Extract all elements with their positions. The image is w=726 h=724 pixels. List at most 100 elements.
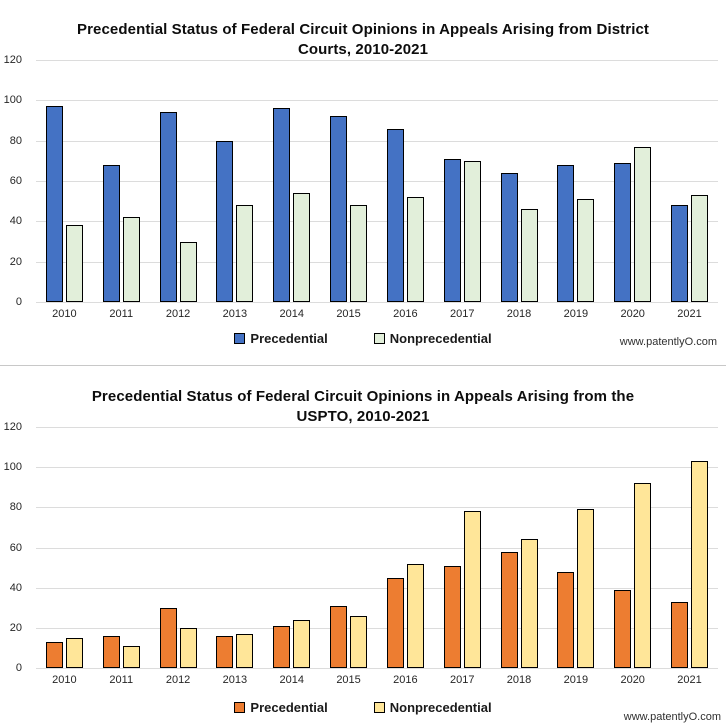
bar-group [320,60,377,302]
bar-group [93,427,150,668]
bar-nonprecedential [65,637,83,668]
legend-label-precedential: Precedential [250,331,328,346]
gridline [36,587,718,589]
legend-swatch-precedential-icon [234,333,246,344]
bar-group [491,427,548,668]
x-axis: 2010 2011 2012 2013 2014 2015 2016 2017 2018 2019… [36,308,718,320]
bar-precedential [273,625,291,668]
gridline [36,181,718,182]
y-tick-label: 60 [9,175,22,187]
bar-precedential [216,140,234,302]
x-tick-label: 2017 [449,308,475,320]
bar-precedential [216,635,234,668]
gridline [36,100,718,102]
gridline [36,261,718,263]
legend-label-precedential: Precedential [250,700,328,715]
y-tick-label: 40 [9,215,22,228]
bar-precedential [386,128,404,302]
x-tick-label: 2012 [165,674,191,686]
y-tick-label: 80 [9,501,22,514]
bar-precedential [102,164,120,302]
bar-group [434,60,491,302]
bar-nonprecedential [350,615,368,668]
y-tick-label: 80 [9,134,22,147]
bar-precedential [273,108,291,302]
x-tick-label: 2011 [109,674,134,686]
gridline [36,668,718,669]
chart-district-courts: Precedential Status of Federal Circuit O… [0,21,726,366]
gridline [36,140,718,142]
y-tick-label: 120 [3,421,22,433]
bar-nonprecedential [179,627,197,668]
x-tick-label: 2015 [336,308,361,320]
bar-nonprecedential [634,483,652,668]
legend-item-precedential: Precedential [234,331,328,346]
bar-groups [36,60,718,302]
x-tick-label: 2021 [677,308,702,320]
chart-title: Precedential Status of Federal Circuit O… [91,388,635,426]
bar-group [93,60,150,302]
bar-nonprecedential [520,209,538,302]
bar-nonprecedential [634,146,652,302]
y-tick-label: 20 [9,255,22,268]
bar-group [434,427,491,668]
y-tick-label: 0 [15,296,22,308]
bar-precedential [45,106,63,302]
x-tick-label: 2012 [165,308,191,320]
x-tick-label: 2019 [563,308,589,320]
bar-nonprecedential [65,225,83,302]
x-tick-label: 2016 [393,308,418,320]
legend-swatch-nonprecedential-icon [373,333,385,344]
bar-group [547,427,604,668]
bar-group [377,427,434,668]
gridline [36,547,718,549]
bar-nonprecedential [406,563,424,668]
y-tick-label: 0 [15,662,22,674]
bar-nonprecedential [350,205,368,302]
bar-nonprecedential [122,645,140,668]
chart-title: Precedential Status of Federal Circuit O… [77,21,649,59]
bar-group [604,60,661,302]
legend-swatch-nonprecedential-icon [373,702,385,713]
bar-precedential [614,589,632,668]
plot-area [36,60,718,303]
bar-group [36,427,93,668]
bar-precedential [386,577,404,668]
x-axis: 2010 2011 2012 2013 2014 2015 2016 2017 2018 2019… [36,674,718,686]
bar-group [150,60,207,302]
bar-precedential [102,635,120,668]
bar-nonprecedential [577,509,595,668]
y-tick-label: 100 [3,94,22,107]
x-tick-label: 2013 [222,674,248,686]
bar-precedential [500,551,518,668]
bar-precedential [159,112,177,302]
bar-nonprecedential [293,193,311,302]
bar-nonprecedential [122,217,140,302]
y-tick-label: 100 [3,461,22,474]
x-tick-label: 2011 [109,308,134,320]
bar-group [36,60,93,302]
bar-precedential [443,158,461,302]
x-tick-label: 2016 [393,674,418,686]
x-tick-label: 2020 [620,674,645,686]
bar-nonprecedential [463,160,481,302]
bar-precedential [443,565,461,668]
x-tick-label: 2014 [279,674,304,686]
bar-precedential [45,641,63,668]
x-tick-label: 2019 [563,674,589,686]
bar-nonprecedential [577,199,595,302]
gridline [36,507,718,509]
bar-group [491,60,548,302]
x-tick-label: 2018 [506,308,532,320]
bar-group [547,60,604,302]
bar-group [661,60,718,302]
legend-swatch-precedential-icon [234,702,246,713]
y-tick-label: 40 [9,581,22,594]
bar-precedential [159,607,177,668]
watermark: www.patentlyO.com [623,711,721,723]
y-axis: 0 20 40 60 80 100 120 [0,421,29,674]
bar-nonprecedential [236,633,254,668]
y-tick-label: 120 [3,54,22,66]
x-tick-label: 2010 [52,674,77,686]
legend: Precedential Nonprecedential [0,331,726,346]
